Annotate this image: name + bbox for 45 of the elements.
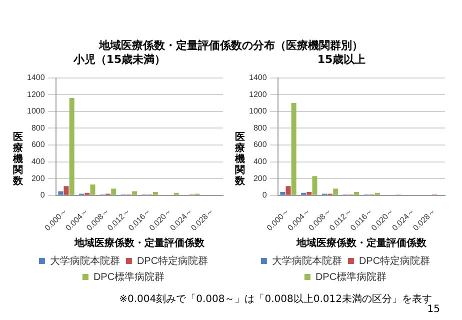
y-tick-label: 600	[31, 140, 46, 150]
y-tick-label: 0	[40, 190, 46, 200]
bar	[306, 192, 312, 195]
y-tick-label: 400	[253, 157, 268, 166]
y-tick-label: 1200	[249, 90, 268, 99]
y-tick-label: 1000	[27, 106, 46, 116]
bar	[111, 188, 116, 195]
y-tick-label: 800	[31, 123, 46, 132]
y-axis-title: 医療機関数	[12, 132, 24, 187]
legend-label: 大学病院本院群	[272, 254, 342, 267]
bar	[132, 191, 138, 195]
bar	[333, 188, 338, 195]
bar	[280, 192, 286, 195]
bar	[312, 176, 318, 195]
legend-label: DPC特定病院群	[136, 254, 208, 267]
bar	[286, 186, 291, 195]
y-tick-label: 1000	[249, 106, 268, 116]
bar	[152, 192, 158, 195]
legend-label: DPC特定病院群	[358, 254, 430, 267]
y-tick-label: 400	[31, 157, 46, 166]
legend-label: DPC標準病院群	[315, 270, 387, 283]
x-axis-title: 地域医療係数・定量評価係数	[295, 236, 428, 249]
y-tick-label: 200	[253, 174, 268, 183]
bar	[64, 186, 69, 195]
chart-title: 15歳以上	[316, 52, 367, 67]
y-tick-label: 1400	[249, 73, 268, 82]
text: 地域医療係数・定量評価係数の分布（医療機関群別）	[98, 38, 364, 53]
legend-label: 大学病院本院群	[50, 254, 120, 267]
x-axis-title: 地域医療係数・定量評価係数	[73, 236, 206, 249]
y-axis-title: 医療機関数	[234, 132, 246, 187]
y-tick-label: 0	[262, 190, 268, 200]
y-tick-label: 600	[253, 140, 268, 150]
y-tick-label: 200	[31, 174, 46, 183]
text: 15	[427, 304, 440, 315]
bar	[354, 192, 360, 195]
bar	[69, 98, 74, 195]
bar	[90, 184, 96, 195]
bar	[58, 191, 64, 195]
chart-title: 小児（15歳未満）	[72, 52, 167, 67]
legend-label: DPC標準病院群	[93, 270, 165, 283]
bar	[291, 103, 296, 195]
y-tick-label: 1200	[27, 90, 46, 99]
y-tick-label: 800	[253, 123, 268, 132]
text: ※0.004刻みで「0.008～」は「0.008以上0.012未満の区分」を表す	[119, 292, 432, 305]
y-tick-label: 1400	[27, 73, 46, 82]
